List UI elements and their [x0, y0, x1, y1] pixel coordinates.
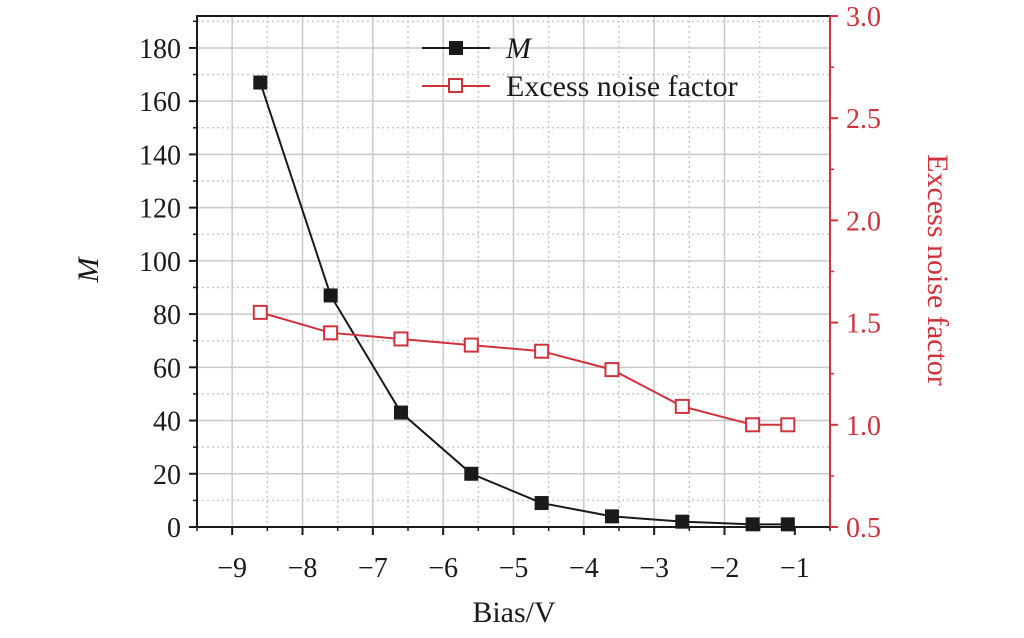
- legend-m-marker: [449, 41, 463, 55]
- x-tick-label: −3: [639, 553, 669, 584]
- x-tick-label: −7: [358, 553, 388, 584]
- y-axis-right-title: Excess noise factor: [921, 154, 954, 386]
- y-right-tick-label: 2.0: [846, 206, 881, 237]
- point-m: [464, 466, 479, 481]
- x-tick-label: −2: [710, 553, 740, 584]
- y-right-tick-label: 1.5: [846, 309, 881, 340]
- series-line-m: [259, 82, 788, 526]
- y-left-tick-label: 0: [167, 513, 181, 544]
- legend-enf-label: Excess noise factor: [506, 70, 738, 103]
- point-m: [604, 509, 619, 524]
- y-right-tick-label: 0.5: [846, 513, 881, 544]
- y-right-tick-label: 2.5: [846, 104, 881, 135]
- point-excess-noise-factor: [252, 304, 268, 320]
- y-left-tick-label: 80: [153, 300, 181, 331]
- x-axis-title: Bias/V: [472, 596, 556, 629]
- legend-m-label: M: [505, 32, 533, 65]
- point-excess-noise-factor: [604, 362, 620, 378]
- x-tick-label: −9: [217, 553, 247, 584]
- y-left-tick-label: 40: [153, 407, 181, 438]
- y-left-tick-label: 20: [153, 460, 181, 491]
- x-axis: −9 −8 −7 −6 −5 −4 −3 −2 −1: [196, 527, 831, 584]
- x-tick-label: −8: [288, 553, 318, 584]
- point-excess-noise-factor: [393, 331, 409, 347]
- y-left-tick-label: 160: [139, 87, 181, 118]
- point-m: [253, 75, 268, 90]
- y-left-tick-label: 100: [139, 247, 181, 278]
- point-m: [534, 496, 549, 511]
- point-m: [780, 517, 795, 532]
- grid: [197, 16, 830, 527]
- y-left-tick-label: 60: [153, 353, 181, 384]
- y-left-tick-label: 180: [139, 34, 181, 65]
- y-axis-left-title: M: [72, 256, 105, 284]
- x-tick-label: −1: [780, 553, 810, 584]
- x-tick-label: −6: [428, 553, 458, 584]
- series-layer: [252, 75, 796, 532]
- point-excess-noise-factor: [780, 417, 796, 433]
- point-excess-noise-factor: [534, 343, 550, 359]
- x-tick-label: −4: [569, 553, 599, 584]
- legend: M Excess noise factor: [422, 32, 738, 103]
- y-right-tick-label: 3.0: [846, 2, 881, 33]
- series-line-excess-noise-factor: [260, 311, 788, 426]
- point-m: [675, 514, 690, 529]
- point-excess-noise-factor: [323, 325, 339, 341]
- point-m: [323, 288, 338, 303]
- y-right-tick-label: 1.0: [846, 411, 881, 442]
- y-axis-right: 0.5 1.0 1.5 2.0 2.5 3.0: [830, 2, 881, 544]
- y-left-tick-label: 140: [139, 140, 181, 171]
- point-excess-noise-factor: [463, 337, 479, 353]
- point-m: [745, 517, 760, 532]
- point-excess-noise-factor: [674, 398, 690, 414]
- y-left-tick-label: 120: [139, 194, 181, 225]
- point-m: [393, 405, 408, 420]
- x-tick-label: −5: [499, 553, 529, 584]
- legend-enf-marker: [448, 78, 463, 93]
- y-axis-left: 0 20 40 60 80 100 120 140 160 180: [139, 20, 197, 544]
- point-excess-noise-factor: [745, 417, 761, 433]
